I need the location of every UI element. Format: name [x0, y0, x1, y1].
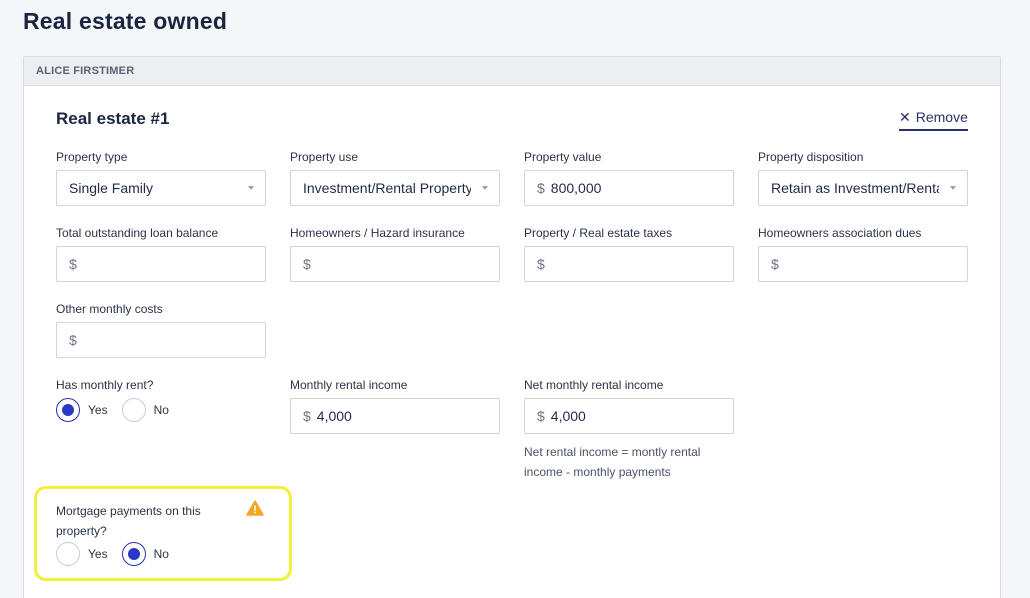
hazard-insurance-field: Homeowners / Hazard insurance $ — [290, 226, 500, 282]
property-value-input[interactable]: $ 800,000 — [524, 170, 734, 206]
radio-yes-label: Yes — [88, 547, 108, 561]
taxes-field: Property / Real estate taxes $ — [524, 226, 734, 282]
property-disposition-label: Property disposition — [758, 150, 864, 164]
section-title: Real estate #1 — [56, 109, 170, 128]
dollar-icon: $ — [69, 256, 77, 272]
net-rental-income-help: Net rental income = montly rental income… — [524, 445, 701, 479]
property-type-value: Single Family — [69, 180, 154, 196]
radio-no-label: No — [153, 403, 169, 417]
chevron-down-icon — [939, 171, 967, 205]
monthly-rental-income-field: Monthly rental income $ 4,000 — [290, 378, 500, 434]
other-costs-label: Other monthly costs — [56, 302, 163, 316]
hoa-dues-field: Homeowners association dues $ — [758, 226, 968, 282]
real-estate-panel: ALICE FIRSTIMER Real estate #1 ✕ Remove … — [23, 56, 1001, 598]
property-disposition-field: Property disposition Retain as Investmen… — [758, 150, 968, 206]
mortgage-payments-yes[interactable]: Yes — [56, 542, 112, 566]
property-type-select[interactable]: Single Family — [56, 170, 266, 206]
net-monthly-rental-income-value: 4,000 — [550, 408, 586, 424]
loan-balance-field: Total outstanding loan balance $ — [56, 226, 266, 282]
property-use-label: Property use — [290, 150, 359, 164]
hazard-insurance-input[interactable]: $ — [290, 246, 500, 282]
taxes-input[interactable]: $ — [524, 246, 734, 282]
property-type-label: Property type — [56, 150, 128, 164]
remove-label: Remove — [915, 109, 968, 125]
property-type-field: Property type Single Family — [56, 150, 266, 206]
dollar-icon: $ — [537, 408, 545, 424]
hoa-dues-label: Homeowners association dues — [758, 226, 922, 240]
monthly-rental-income-label: Monthly rental income — [290, 378, 408, 392]
hoa-dues-input[interactable]: $ — [758, 246, 968, 282]
radio-yes[interactable] — [56, 542, 80, 566]
has-monthly-rent-no[interactable]: No — [121, 398, 173, 422]
dollar-icon: $ — [69, 332, 77, 348]
other-costs-field: Other monthly costs $ — [56, 302, 266, 358]
close-icon: ✕ — [899, 109, 911, 125]
radio-yes-label: Yes — [88, 403, 108, 417]
monthly-rental-income-value: 4,000 — [316, 408, 352, 424]
property-use-field: Property use Investment/Rental Property — [290, 150, 500, 206]
net-monthly-rental-income-field: Net monthly rental income $ 4,000 Net re… — [524, 378, 734, 482]
dollar-icon: $ — [303, 256, 311, 272]
property-value-label: Property value — [524, 150, 602, 164]
hazard-insurance-label: Homeowners / Hazard insurance — [290, 226, 465, 240]
property-value-field: Property value $ 800,000 — [524, 150, 734, 206]
borrower-header: ALICE FIRSTIMER — [24, 57, 1000, 86]
radio-no-label: No — [153, 547, 169, 561]
loan-balance-label: Total outstanding loan balance — [56, 226, 219, 240]
property-disposition-value: Retain as Investment/Rental — [771, 180, 947, 196]
chevron-down-icon — [471, 171, 499, 205]
dollar-icon: $ — [537, 256, 545, 272]
property-value-value: 800,000 — [550, 180, 602, 196]
warning-icon — [246, 500, 264, 516]
mortgage-payments-radio-group: Yes No — [56, 542, 183, 566]
radio-yes[interactable] — [56, 398, 80, 422]
property-disposition-select[interactable]: Retain as Investment/Rental — [758, 170, 968, 206]
has-monthly-rent-yes[interactable]: Yes — [56, 398, 112, 422]
net-monthly-rental-income-label: Net monthly rental income — [524, 378, 664, 392]
mortgage-payments-no[interactable]: No — [121, 542, 173, 566]
has-monthly-rent-radio-group: Yes No — [56, 398, 266, 422]
has-monthly-rent-field: Has monthly rent? Yes No — [56, 378, 266, 422]
mortgage-payments-label: Mortgage payments on this property? — [56, 504, 201, 538]
radio-no[interactable] — [121, 398, 146, 422]
page-title: Real estate owned — [23, 8, 228, 34]
chevron-down-icon — [237, 171, 265, 205]
taxes-label: Property / Real estate taxes — [524, 226, 673, 240]
radio-no[interactable] — [121, 542, 146, 566]
dollar-icon: $ — [771, 256, 779, 272]
dollar-icon: $ — [537, 180, 545, 196]
property-use-select[interactable]: Investment/Rental Property — [290, 170, 500, 206]
net-monthly-rental-income-input[interactable]: $ 4,000 — [524, 398, 734, 434]
monthly-rental-income-input[interactable]: $ 4,000 — [290, 398, 500, 434]
has-monthly-rent-label: Has monthly rent? — [56, 378, 154, 392]
loan-balance-input[interactable]: $ — [56, 246, 266, 282]
highlight-box — [34, 486, 292, 581]
property-use-value: Investment/Rental Property — [303, 180, 473, 196]
remove-button[interactable]: ✕ Remove — [899, 109, 968, 131]
other-costs-input[interactable]: $ — [56, 322, 266, 358]
dollar-icon: $ — [303, 408, 311, 424]
